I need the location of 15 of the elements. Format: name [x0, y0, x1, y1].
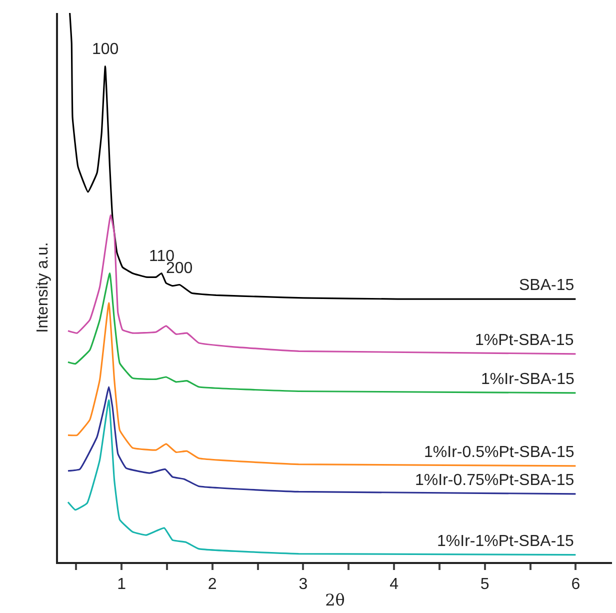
- series-label: 1%Ir-SBA-15: [481, 371, 574, 388]
- x-tick-label: 3: [298, 576, 308, 594]
- x-axis-title: 2θ: [325, 590, 345, 610]
- series-label: 1%Pt-SBA-15: [475, 332, 574, 349]
- series-label: SBA-15: [519, 277, 574, 294]
- x-tick-label: 5: [480, 576, 490, 594]
- x-tick-label: 1: [117, 576, 126, 594]
- annotation: 100: [92, 41, 119, 58]
- series-label: 1%Ir-0.75%Pt-SBA-15: [415, 472, 574, 489]
- x-tick-label: 4: [390, 576, 399, 594]
- x-tick-label: 6: [571, 576, 580, 594]
- x-tick-label: 2: [208, 576, 217, 594]
- series-label: 1%Ir-1%Pt-SBA-15: [437, 533, 574, 550]
- series-label: 1%Ir-0.5%Pt-SBA-15: [424, 444, 574, 461]
- y-axis-title: Intensity a.u.: [34, 242, 52, 333]
